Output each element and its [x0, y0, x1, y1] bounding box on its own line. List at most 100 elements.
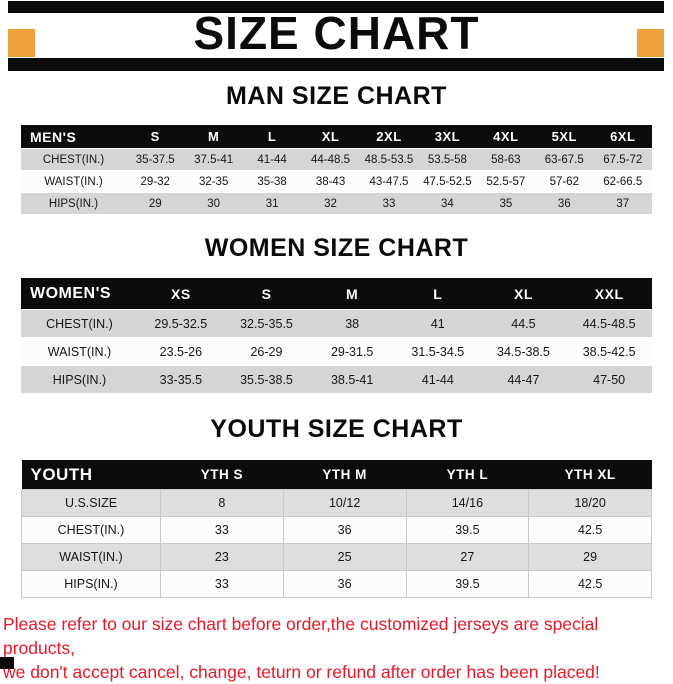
- men-size-header-cell: 3XL: [418, 125, 477, 149]
- value-cell: 41-44: [257, 153, 287, 166]
- value-cell: 36: [282, 516, 407, 544]
- header-right-orange-square: [637, 29, 664, 57]
- men-size-table: MEN'S S M L XL 2XL 3XL 4XL 5XL 6XL CHEST(IN.) 35-37…: [21, 125, 652, 214]
- men-table-row: WAIST(IN.) 29-32 32-35 35-38 38-43 43-47.5 47.…: [21, 170, 652, 193]
- value-cell: 33-35.5: [159, 372, 203, 387]
- women-table-title-cell: WOMEN'S: [21, 278, 138, 310]
- value-cell: 35: [499, 197, 513, 210]
- value-cell: 27: [405, 543, 530, 571]
- value-cell: 8: [160, 489, 284, 517]
- value-cell: 29-31.5: [330, 344, 374, 359]
- value-cell: 23.5-26: [159, 344, 203, 359]
- value-cell: 39.5: [405, 570, 530, 598]
- men-table-row: HIPS(IN.) 29 30 31 32 33 34 35 36 37: [21, 192, 652, 214]
- bottom-left-black-square: [0, 657, 14, 669]
- value-cell: 10/12: [282, 489, 407, 517]
- value-cell: 38-43: [315, 175, 346, 188]
- disclaimer-note: Please refer to our size chart before or…: [0, 612, 673, 684]
- value-cell: 31.5-34.5: [411, 344, 465, 359]
- women-size-header-cell: S: [223, 278, 310, 310]
- women-size-header-cell: XL: [480, 278, 567, 310]
- value-cell: 23: [160, 543, 284, 571]
- youth-size-header-cell: YTH XL: [528, 460, 652, 490]
- youth-table-row: HIPS(IN.) 33 36 39.5 42.5: [21, 570, 652, 598]
- value-cell: 18/20: [528, 489, 652, 517]
- value-cell: 38.5-41: [330, 372, 374, 387]
- row-label-cell: U.S.SIZE: [21, 489, 161, 517]
- row-label-cell: WAIST(IN.): [44, 175, 103, 188]
- value-cell: 35-37.5: [135, 153, 175, 166]
- youth-table-row: WAIST(IN.) 23 25 27 29: [21, 543, 652, 571]
- disclaimer-line-1: Please refer to our size chart before or…: [3, 614, 599, 658]
- men-table-title-cell: MEN'S: [21, 125, 126, 149]
- value-cell: 58-63: [491, 153, 521, 166]
- men-size-header-cell: XL: [301, 125, 360, 149]
- value-cell: 32.5-35.5: [240, 316, 293, 331]
- women-size-header-cell: XXL: [566, 278, 652, 310]
- youth-size-header-cell: YTH S: [160, 460, 284, 490]
- disclaimer-line-2: we don't accept cancel, change, teturn o…: [3, 662, 600, 682]
- value-cell: 42.5: [528, 570, 652, 598]
- youth-table-row: U.S.SIZE 8 10/12 14/16 18/20: [21, 489, 652, 517]
- women-table-header-row: WOMEN'S XS S M L XL XXL: [21, 278, 652, 310]
- size-sections-container: MAN SIZE CHART MEN'S S M L XL 2XL 3XL 4XL 5XL 6XL C…: [0, 82, 673, 598]
- value-cell: 29-32: [140, 175, 170, 188]
- row-label-cell: HIPS(IN.): [21, 570, 161, 598]
- value-cell: 35-38: [257, 175, 287, 188]
- women-table-row: WAIST(IN.) 23.5-26 26-29 29-31.5 31.5-34.5 34…: [21, 337, 652, 366]
- header-left-orange-square: [8, 29, 35, 57]
- men-section-title: MAN SIZE CHART: [226, 82, 447, 110]
- youth-size-header-cell: YTH M: [283, 460, 406, 490]
- youth-size-table: YOUTH YTH S YTH M YTH L YTH XL U.S.SIZE 8 10/12…: [21, 460, 652, 598]
- value-cell: 62-66.5: [603, 175, 643, 188]
- youth-table-header-row: YOUTH YTH S YTH M YTH L YTH XL: [21, 460, 652, 490]
- value-cell: 43-47.5: [369, 175, 409, 188]
- value-cell: 29: [528, 543, 652, 571]
- men-size-header-cell: 2XL: [359, 125, 419, 149]
- value-cell: 29.5-32.5: [154, 316, 208, 331]
- youth-table-row: CHEST(IN.) 33 36 39.5 42.5: [21, 516, 652, 544]
- value-cell: 35.5-38.5: [240, 372, 293, 387]
- value-cell: 34.5-38.5: [497, 344, 550, 359]
- value-cell: 44.5: [511, 316, 536, 331]
- row-label-cell: WAIST(IN.): [21, 543, 161, 571]
- men-size-section: MAN SIZE CHART MEN'S S M L XL 2XL 3XL 4XL 5XL 6XL C…: [0, 82, 673, 214]
- value-cell: 32: [324, 197, 337, 210]
- women-table-row: CHEST(IN.) 29.5-32.5 32.5-35.5 38 41 44.5 44.5…: [21, 309, 652, 338]
- value-cell: 32-35: [198, 175, 229, 188]
- header-bottom-bar: [8, 58, 664, 71]
- women-size-table: WOMEN'S XS S M L XL XXL CHEST(IN.) 29.5-32.5 32.5…: [21, 278, 652, 393]
- value-cell: 37: [616, 197, 630, 210]
- men-size-header-cell: M: [184, 125, 243, 149]
- row-label-cell: WAIST(IN.): [47, 344, 112, 359]
- men-size-header-cell: 4XL: [476, 125, 536, 149]
- value-cell: 44.5-48.5: [582, 316, 636, 331]
- value-cell: 47.5-52.5: [423, 175, 472, 188]
- row-label-cell: CHEST(IN.): [21, 516, 161, 544]
- value-cell: 41-44: [421, 372, 454, 387]
- value-cell: 44-47: [507, 372, 540, 387]
- row-label-cell: CHEST(IN.): [42, 153, 105, 166]
- header-top-bar: [8, 1, 664, 13]
- men-size-header-cell: 6XL: [593, 125, 652, 149]
- value-cell: 14/16: [405, 489, 530, 517]
- value-cell: 26-29: [250, 344, 283, 359]
- women-size-header-cell: L: [394, 278, 481, 310]
- youth-size-header-cell: YTH L: [406, 460, 529, 490]
- value-cell: 41: [430, 316, 445, 331]
- youth-section-title: YOUTH SIZE CHART: [210, 415, 463, 443]
- value-cell: 63-67.5: [544, 153, 584, 166]
- value-cell: 30: [207, 197, 221, 210]
- value-cell: 67.5-72: [603, 153, 643, 166]
- value-cell: 36: [282, 570, 407, 598]
- women-size-header-cell: M: [309, 278, 395, 310]
- value-cell: 38: [345, 316, 360, 331]
- women-size-header-cell: XS: [138, 278, 224, 310]
- value-cell: 44-48.5: [311, 153, 351, 166]
- value-cell: 52.5-57: [486, 175, 526, 188]
- youth-size-section: YOUTH SIZE CHART YOUTH YTH S YTH M YTH L YTH …: [0, 415, 673, 598]
- value-cell: 53.5-58: [427, 153, 467, 166]
- youth-table-title-cell: YOUTH: [21, 460, 161, 490]
- men-size-header-cell: 5XL: [535, 125, 594, 149]
